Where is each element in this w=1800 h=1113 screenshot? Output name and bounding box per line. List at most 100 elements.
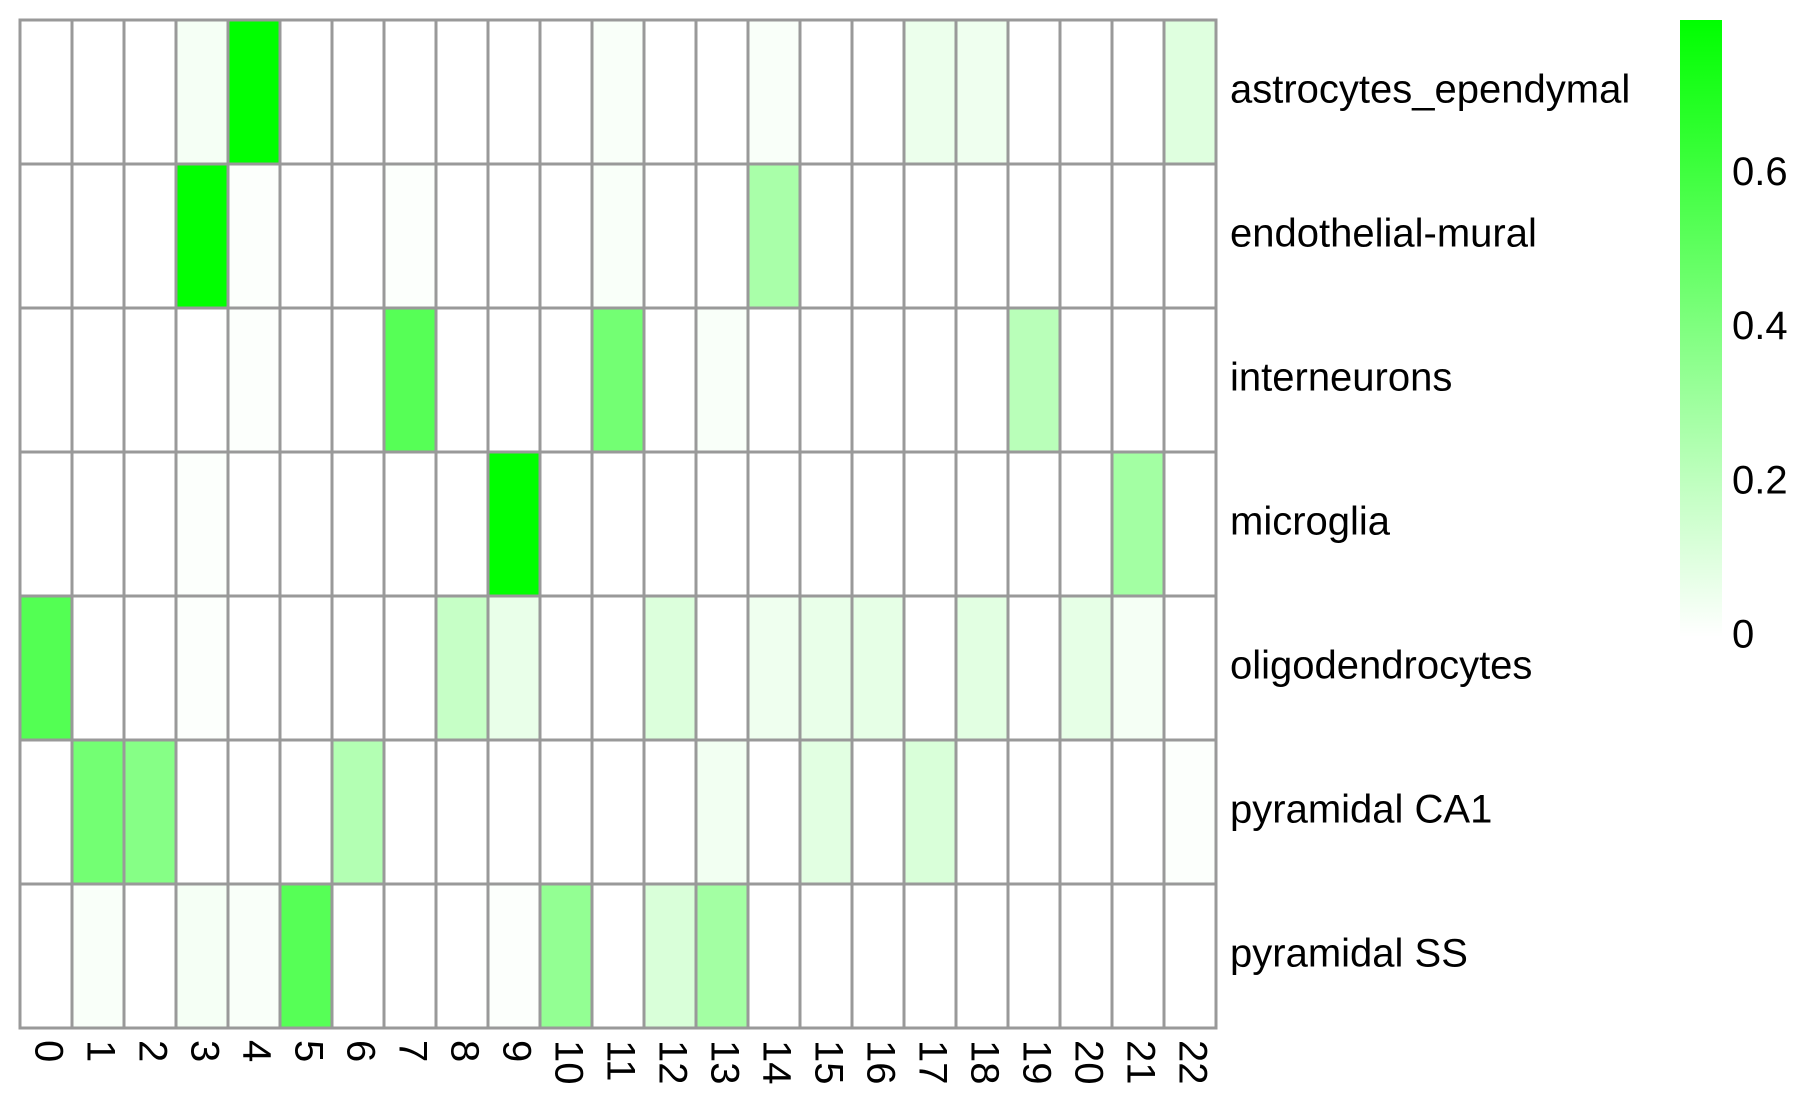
column-label: 18 (962, 1040, 1006, 1085)
heatmap-cell (954, 882, 1010, 1030)
heatmap-cell (642, 738, 698, 886)
heatmap-cell (902, 18, 958, 166)
heatmap-cell (122, 738, 178, 886)
heatmap-cell (1006, 738, 1062, 886)
heatmap-cell (18, 594, 74, 742)
column-label: 22 (1170, 1040, 1214, 1085)
heatmap-cell (486, 306, 542, 454)
row-label: pyramidal CA1 (1230, 788, 1492, 832)
heatmap-cell (1110, 594, 1166, 742)
heatmap-cell (278, 882, 334, 1030)
heatmap-cell (1058, 594, 1114, 742)
heatmap-cell (382, 306, 438, 454)
heatmap-cell (694, 882, 750, 1030)
heatmap-cell (538, 882, 594, 1030)
heatmap-cell (1058, 162, 1114, 310)
heatmap-cell (1058, 738, 1114, 886)
heatmap-cell (798, 738, 854, 886)
heatmap-cell (1110, 18, 1166, 166)
column-label: 7 (390, 1040, 434, 1062)
heatmap-cell (330, 882, 386, 1030)
heatmap-cell (330, 162, 386, 310)
heatmap-cell (226, 162, 282, 310)
heatmap-cell (850, 594, 906, 742)
heatmap-cell (694, 306, 750, 454)
heatmap-cell (1162, 162, 1218, 310)
heatmap-cell (278, 306, 334, 454)
legend-tick-label: 0.2 (1732, 458, 1788, 502)
row-label: interneurons (1230, 356, 1452, 400)
heatmap-cell (902, 162, 958, 310)
heatmap-cell (538, 450, 594, 598)
heatmap-cell (746, 882, 802, 1030)
heatmap-cell (174, 18, 230, 166)
heatmap-cell (174, 594, 230, 742)
heatmap-cell (746, 162, 802, 310)
heatmap-cell (226, 882, 282, 1030)
heatmap-cell (278, 738, 334, 886)
heatmap-cell (954, 18, 1010, 166)
heatmap-cell (226, 18, 282, 166)
heatmap-cell (590, 738, 646, 886)
row-labels: astrocytes_ependymal endothelial-mural int… (1230, 68, 1630, 976)
heatmap-cell (850, 162, 906, 310)
column-label: 3 (182, 1040, 226, 1062)
heatmap-cell (486, 738, 542, 886)
heatmap-cell (226, 594, 282, 742)
heatmap-cell (122, 882, 178, 1030)
heatmap-cell (746, 18, 802, 166)
heatmap-cell (954, 594, 1010, 742)
heatmap-cell (1162, 306, 1218, 454)
heatmap-cell (434, 162, 490, 310)
heatmap-cell (642, 306, 698, 454)
heatmap-cell (382, 18, 438, 166)
heatmap-cell (590, 18, 646, 166)
heatmap-cell (434, 18, 490, 166)
heatmap-cell (330, 738, 386, 886)
heatmap-cell (278, 18, 334, 166)
heatmap-cell (694, 594, 750, 742)
heatmap-cell (1162, 18, 1218, 166)
heatmap-cell (538, 306, 594, 454)
heatmap-cell (1006, 882, 1062, 1030)
heatmap-cell (18, 450, 74, 598)
heatmap-cell (902, 738, 958, 886)
heatmap-cell (174, 162, 230, 310)
column-label: 2 (130, 1040, 174, 1062)
column-label: 15 (806, 1040, 850, 1085)
heatmap-cell (226, 450, 282, 598)
heatmap-cell (18, 306, 74, 454)
heatmap-cell (434, 450, 490, 598)
heatmap-cell (278, 594, 334, 742)
heatmap-cell (1006, 594, 1062, 742)
heatmap-cell (1162, 738, 1218, 886)
column-label: 1 (78, 1040, 122, 1062)
heatmap-cells (18, 18, 1218, 1030)
heatmap-cell (278, 162, 334, 310)
heatmap-cell (694, 450, 750, 598)
column-label: 17 (910, 1040, 954, 1085)
heatmap-cell (746, 594, 802, 742)
heatmap-cell (18, 18, 74, 166)
heatmap-cell (798, 162, 854, 310)
heatmap-cell (486, 594, 542, 742)
heatmap-cell (1058, 882, 1114, 1030)
heatmap-cell (70, 306, 126, 454)
heatmap-cell (434, 306, 490, 454)
heatmap-cell (486, 450, 542, 598)
heatmap-cell (382, 450, 438, 598)
heatmap-cell (1058, 450, 1114, 598)
heatmap-cell (70, 18, 126, 166)
heatmap-cell (850, 738, 906, 886)
heatmap-cell (382, 594, 438, 742)
heatmap-cell (122, 306, 178, 454)
column-label: 6 (338, 1040, 382, 1062)
row-label: astrocytes_ependymal (1230, 68, 1630, 112)
heatmap-cell (226, 738, 282, 886)
heatmap-cell (642, 18, 698, 166)
heatmap-cell (174, 738, 230, 886)
heatmap-cell (590, 882, 646, 1030)
column-label: 5 (286, 1040, 330, 1062)
heatmap-cell (486, 162, 542, 310)
